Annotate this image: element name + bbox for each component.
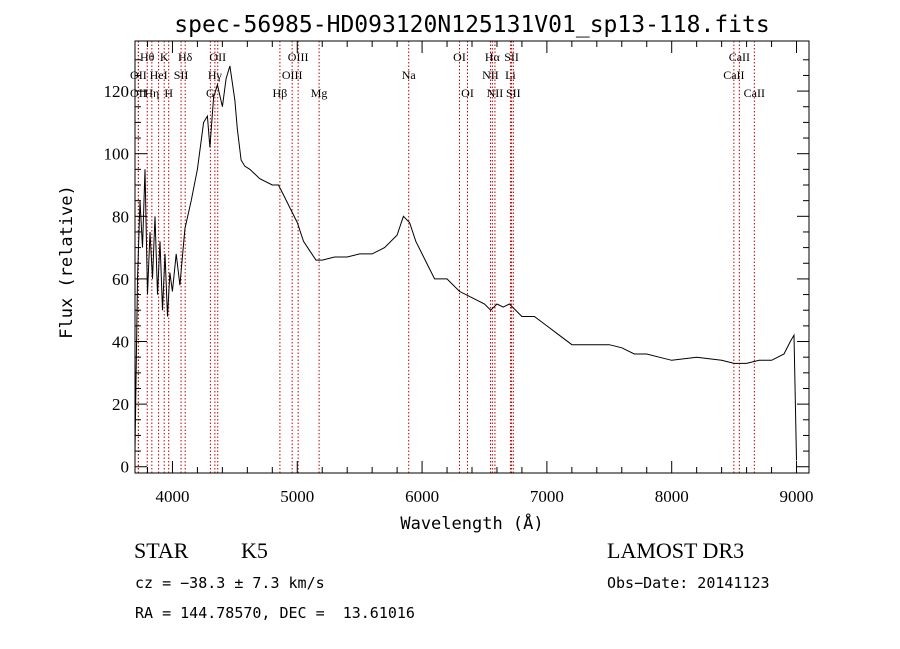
- line-marker-label: OI: [453, 50, 466, 64]
- x-tick-label: 9000: [780, 487, 814, 506]
- line-marker-label: Hα: [485, 50, 501, 64]
- observation-date: Obs−Date: 20141123: [607, 574, 770, 592]
- line-marker-label: OIII: [282, 68, 303, 82]
- x-tick-label: 5000: [280, 487, 314, 506]
- line-marker-label: OII: [209, 50, 226, 64]
- x-tick-label: 7000: [530, 487, 564, 506]
- line-marker-label: Hβ: [273, 86, 288, 100]
- spectrum-chart: spec-56985-HD093120N125131V01_sp13-118.f…: [57, 12, 814, 534]
- line-marker-labels: NaMgHβOIIIOIIIOIIHγGHδSIIHKHeIHηHθOIIOII…: [130, 50, 765, 100]
- line-marker-label: Hη: [144, 86, 159, 100]
- y-tick-label: 0: [121, 458, 130, 477]
- line-marker-label: SII: [504, 50, 519, 64]
- line-marker-label: NII: [482, 68, 499, 82]
- line-marker-label: SII: [506, 86, 521, 100]
- line-marker-label: HeI: [150, 68, 168, 82]
- y-axis-label: Flux (relative): [57, 185, 77, 339]
- y-tick-label: 120: [104, 82, 130, 101]
- line-marker-label: OIII: [288, 50, 309, 64]
- line-marker-label: OII: [130, 86, 147, 100]
- line-marker-label: Hγ: [208, 68, 223, 82]
- x-tick-label: 6000: [405, 487, 439, 506]
- line-marker-label: K: [160, 50, 169, 64]
- line-marker-label: CaII: [729, 50, 750, 64]
- y-tick-label: 20: [112, 395, 129, 414]
- y-tick-label: 100: [104, 145, 130, 164]
- chart-title: spec-56985-HD093120N125131V01_sp13-118.f…: [174, 12, 769, 38]
- line-marker-label: NII: [487, 86, 504, 100]
- line-marker-label: SII: [174, 68, 189, 82]
- line-marker-label: Na: [402, 68, 417, 82]
- y-tick-label: 80: [112, 207, 129, 226]
- y-tick-label: 60: [112, 270, 129, 289]
- y-tick-label: 40: [112, 333, 129, 352]
- line-marker-label: Hδ: [178, 50, 193, 64]
- x-tick-label: 4000: [155, 487, 189, 506]
- ra-dec: RA = 144.78570, DEC = 13.61016: [135, 604, 415, 622]
- x-axis-label: Wavelength (Å): [400, 512, 543, 534]
- line-marker-label: H: [164, 86, 173, 100]
- line-marker-label: Li: [505, 68, 516, 82]
- line-markers: [137, 41, 755, 473]
- line-marker-label: Hθ: [140, 50, 155, 64]
- redshift-cz: cz = −38.3 ± 7.3 km/s: [135, 574, 325, 592]
- line-marker-label: G: [206, 86, 215, 100]
- spectrum-line: [134, 65, 797, 461]
- line-marker-label: OI: [461, 86, 474, 100]
- survey-name: LAMOST DR3: [607, 538, 745, 563]
- object-class: STAR: [134, 538, 189, 563]
- line-marker-label: Mg: [311, 86, 328, 100]
- line-marker-label: CaII: [723, 68, 744, 82]
- object-subclass: K5: [241, 538, 268, 563]
- line-marker-label: CaII: [744, 86, 765, 100]
- x-axis-ticks: 4000 5000 6000 7000 8000 9000: [146, 41, 814, 506]
- y-axis-ticks: 0 20 40 60 80 100 120: [104, 59, 809, 477]
- plot-frame: [134, 40, 810, 474]
- x-tick-label: 8000: [655, 487, 689, 506]
